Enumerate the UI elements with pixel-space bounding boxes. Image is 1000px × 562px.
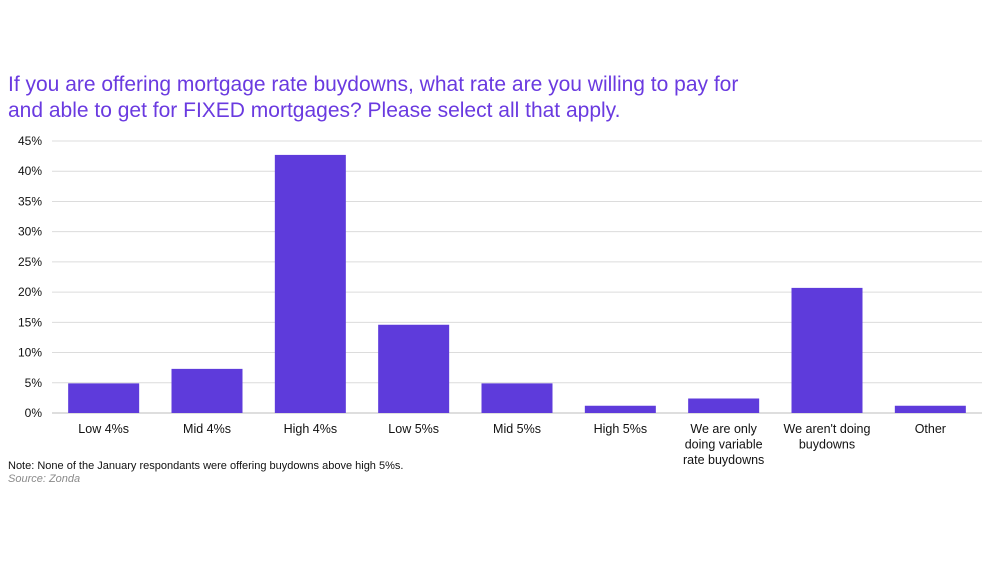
bar xyxy=(481,383,553,413)
x-category-label: High 4%s xyxy=(284,422,338,436)
bar xyxy=(584,405,656,413)
y-tick-label: 30% xyxy=(18,225,42,239)
bar xyxy=(274,154,346,413)
x-category-label: buydowns xyxy=(799,438,855,452)
x-category-label: Low 4%s xyxy=(78,422,129,436)
x-category-label: Low 5%s xyxy=(388,422,439,436)
chart-title: If you are offering mortgage rate buydow… xyxy=(8,72,828,124)
bar xyxy=(378,324,450,413)
bar-chart: 0% 5% 10% 15% 20% 25% 30% 35% 40% 45% Low 4%s Mid 4… xyxy=(18,134,982,467)
y-tick-label: 0% xyxy=(25,406,43,420)
x-category-label: rate buydowns xyxy=(683,453,764,467)
chart-source: Source: Zonda xyxy=(8,473,81,485)
bar xyxy=(791,287,863,413)
y-tick-label: 45% xyxy=(18,134,42,148)
chart-note: Note: None of the January respondants we… xyxy=(8,460,404,472)
bar xyxy=(688,398,760,413)
x-category-label: doing variable xyxy=(685,438,763,452)
x-category-label: Mid 5%s xyxy=(493,422,541,436)
x-category-label: Other xyxy=(915,422,946,436)
bar xyxy=(171,368,243,413)
y-tick-label: 5% xyxy=(25,376,43,390)
y-tick-label: 20% xyxy=(18,285,42,299)
chart-title-line-2: and able to get for FIXED mortgages? Ple… xyxy=(8,99,621,122)
y-tick-label: 35% xyxy=(18,194,42,208)
y-tick-label: 40% xyxy=(18,164,42,178)
bar xyxy=(894,405,966,413)
x-category-label: Mid 4%s xyxy=(183,422,231,436)
y-tick-label: 10% xyxy=(18,346,42,360)
chart-title-line-1: If you are offering mortgage rate buydow… xyxy=(8,73,739,96)
bar xyxy=(68,383,140,413)
x-category-label: High 5%s xyxy=(594,422,648,436)
y-tick-label: 25% xyxy=(18,255,42,269)
y-tick-label: 15% xyxy=(18,315,42,329)
x-category-label: We are only xyxy=(690,422,757,436)
x-category-label: We aren't doing xyxy=(784,422,871,436)
